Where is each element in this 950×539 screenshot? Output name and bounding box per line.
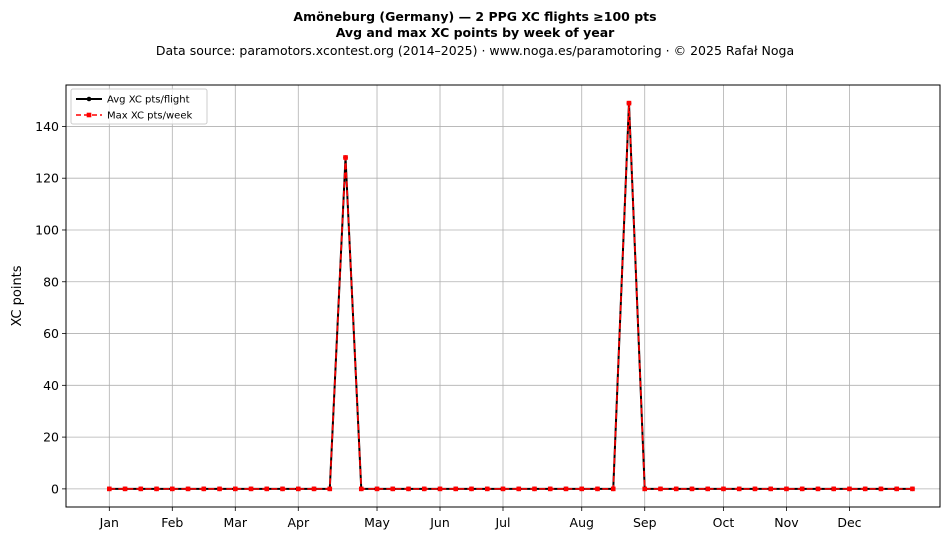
data-point [799,486,805,492]
data-point [563,486,569,492]
axis-ticks: 0 20 40 60 80 100 120 140 Jan Feb Mar Apr May Jun Jul A… [35,119,862,530]
data-point [500,486,506,492]
data-point [784,486,789,492]
data-point [169,486,175,492]
x-tick-label-dec: Dec [837,515,861,530]
y-tick-label: 100 [35,222,59,237]
data-point [862,486,868,492]
data-point [768,486,774,492]
legend-marker [86,96,92,102]
x-tick-label-oct: Oct [713,515,735,530]
data-point [248,486,254,492]
y-tick-label: 140 [35,119,59,134]
data-point [705,486,711,492]
data-point [311,486,317,492]
data-point [752,486,758,492]
y-tick-label: 20 [43,430,59,445]
data-point [516,486,522,492]
legend-marker [86,112,92,118]
x-tick-label-sep: Sep [633,515,657,530]
data-point [484,486,490,492]
data-point [280,486,285,492]
legend-item: Avg XC pts/flight [76,95,190,106]
data-point [579,486,585,492]
legend-box [70,88,208,125]
legend-label: Max XC pts/week [107,111,192,122]
y-tick-label: 0 [51,481,59,496]
y-tick-label: 120 [35,171,59,186]
data-point [374,486,380,492]
x-tick-label-jun: Jun [429,515,450,530]
x-tick-label-may: May [364,515,390,530]
data-source-note: Data source: paramotors.xcontest.org (20… [155,43,795,58]
data-point [217,486,222,492]
data-point [185,486,191,492]
data-point [469,486,474,492]
x-tick-label-apr: Apr [287,515,309,530]
data-point [847,486,852,492]
grid-lines [66,85,940,507]
series-line [109,103,913,490]
x-tick-label-feb: Feb [161,515,183,530]
data-point [831,486,837,492]
data-point [532,486,537,492]
data-point [232,486,238,492]
x-tick-label-jan: Jan [99,515,119,530]
data-point [390,486,396,492]
data-point [815,486,821,492]
x-tick-label-aug: Aug [570,515,594,530]
series-layer [107,100,915,492]
data-point [894,486,899,492]
data-point [201,486,207,492]
data-point [453,486,459,492]
data-point [437,486,443,492]
data-point [610,486,616,492]
y-tick-label: 60 [43,326,59,341]
y-axis-label: XC points [10,265,25,326]
y-tick-label: 40 [43,378,59,393]
legend-item: Max XC pts/week [76,111,192,122]
series-max [107,100,915,492]
data-point [154,486,159,492]
data-point [295,486,301,492]
data-point [642,486,648,492]
y-tick-label: 80 [43,274,59,289]
series-avg [107,100,915,492]
data-point [122,486,128,492]
data-point [673,486,679,492]
data-point [343,155,348,160]
data-point [736,486,742,492]
x-tick-label-mar: Mar [223,515,247,530]
data-point [421,486,427,492]
data-point [878,486,884,492]
data-point [547,486,553,492]
data-point [689,486,695,492]
chart-subtitle: Avg and max XC points by week of year [335,25,615,40]
legend: Avg XC pts/flight Max XC pts/week [70,88,208,125]
data-point [358,486,364,492]
data-point [264,486,270,492]
x-tick-label-jul: Jul [494,515,510,530]
legend-label: Avg XC pts/flight [107,95,190,106]
data-point [910,486,915,492]
chart-title: Amöneburg (Germany) — 2 PPG XC flights ≥… [293,9,657,24]
data-point [406,486,411,492]
data-point [595,486,600,492]
data-point [721,486,726,492]
x-tick-label-nov: Nov [774,515,799,530]
data-point [327,486,333,492]
data-point [658,486,663,492]
series-line [109,103,913,490]
data-point [138,486,144,492]
data-point [107,486,112,492]
data-point [626,100,632,106]
